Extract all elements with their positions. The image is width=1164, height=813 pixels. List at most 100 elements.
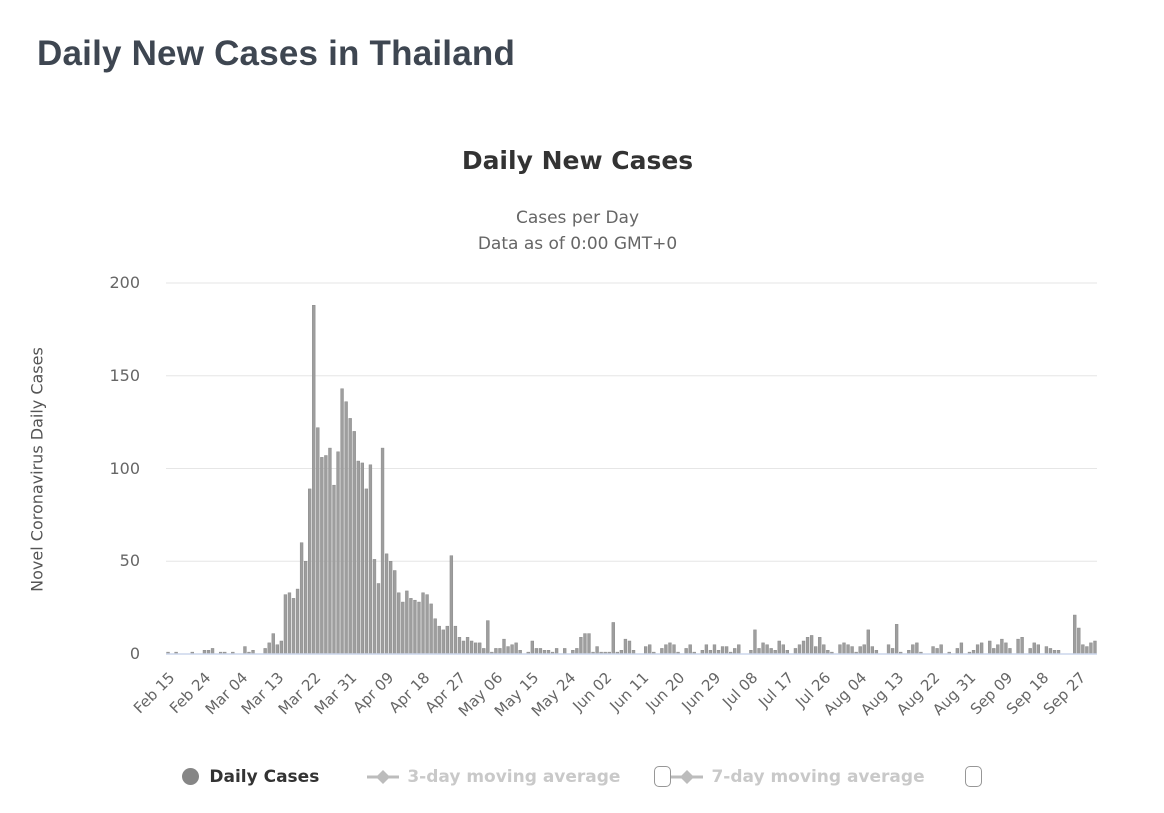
- bar: [818, 637, 822, 655]
- bar: [1016, 638, 1020, 655]
- bar: [308, 488, 312, 655]
- bar: [575, 648, 579, 655]
- bar: [413, 599, 417, 655]
- bar: [992, 648, 996, 655]
- chart-subtitle-line2: Data as of 0:00 GMT+0: [477, 234, 678, 254]
- bar: [267, 642, 271, 655]
- bar: [364, 488, 369, 655]
- bar: [1032, 642, 1036, 655]
- bar: [469, 640, 474, 655]
- y-tick-label: 50: [119, 551, 140, 571]
- bar: [441, 629, 445, 655]
- bar: [712, 644, 717, 655]
- bar: [931, 646, 935, 655]
- bar: [672, 644, 676, 655]
- bar: [401, 601, 405, 655]
- legend-item-3day-average[interactable]: 3-day moving average: [367, 767, 620, 787]
- bar: [388, 561, 393, 655]
- bar: [324, 455, 328, 655]
- bar: [939, 644, 943, 655]
- y-tick-label: 100: [109, 458, 140, 478]
- bar: [283, 594, 288, 655]
- bar: [805, 637, 810, 655]
- bar: [498, 648, 502, 655]
- bar: [530, 640, 534, 655]
- y-tick-label: 200: [109, 273, 140, 292]
- checkbox-3day-average[interactable]: [654, 766, 672, 787]
- daily-cases-marker-icon: [182, 768, 200, 785]
- bar: [465, 637, 470, 655]
- bar: [328, 447, 332, 655]
- legend-item-7day-average[interactable]: 7-day moving average: [671, 766, 925, 787]
- bar: [303, 561, 308, 655]
- y-axis-title: Novel Coronavirus Daily Cases: [27, 347, 47, 592]
- bar: [733, 648, 737, 655]
- bar: [793, 648, 798, 655]
- bar: [846, 644, 850, 655]
- bar: [336, 451, 340, 655]
- bar: [352, 431, 356, 655]
- bar: [1048, 648, 1053, 655]
- bar: [534, 648, 539, 655]
- bar: [595, 646, 599, 655]
- bar: [457, 637, 462, 655]
- bar: [1028, 648, 1032, 655]
- legend-item-daily-cases[interactable]: Daily Cases: [182, 767, 319, 787]
- bar: [494, 648, 498, 655]
- bar: [295, 588, 300, 655]
- checkbox-7day-average[interactable]: [964, 766, 982, 787]
- bar: [1089, 642, 1093, 655]
- bar: [316, 427, 320, 655]
- bar: [393, 570, 397, 655]
- bar: [1000, 638, 1004, 655]
- bar: [648, 644, 652, 655]
- bar: [797, 644, 802, 655]
- bar: [890, 648, 895, 655]
- bar: [664, 644, 668, 655]
- bar: [870, 646, 875, 655]
- bar: [478, 642, 482, 655]
- bar: [380, 447, 385, 655]
- bar: [911, 644, 915, 655]
- bar: [668, 642, 672, 655]
- line-diamond-marker-icon: [671, 769, 704, 784]
- bar: [344, 401, 348, 655]
- bar: [781, 644, 785, 655]
- bar: [1044, 646, 1049, 655]
- bar: [291, 598, 296, 655]
- bar: [506, 646, 510, 655]
- bar: [644, 646, 648, 655]
- bar: [486, 620, 490, 655]
- bar: [384, 553, 389, 655]
- bar: [449, 555, 454, 655]
- bar: [409, 598, 413, 655]
- bar: [421, 592, 425, 655]
- bar: [579, 637, 583, 655]
- bar: [263, 648, 267, 655]
- bar: [627, 640, 632, 655]
- bar: [437, 625, 441, 655]
- bar: [1081, 644, 1085, 655]
- chart-subtitle-line1: Cases per Day: [515, 208, 640, 228]
- line-diamond-marker-icon: [367, 769, 400, 784]
- bar: [473, 642, 478, 655]
- bar: [894, 624, 899, 655]
- bar: [1036, 644, 1040, 655]
- bar: [724, 646, 729, 655]
- bar: [1004, 642, 1008, 655]
- bar: [502, 638, 506, 655]
- legend-label-7day-average: 7-day moving average: [711, 766, 925, 787]
- bar: [842, 642, 846, 655]
- bar: [979, 642, 984, 655]
- bar: [935, 648, 939, 655]
- bar: [1073, 614, 1077, 655]
- bar: [320, 457, 324, 655]
- bar: [975, 644, 980, 655]
- bar: [514, 642, 518, 655]
- bar: [801, 640, 806, 655]
- bar: [397, 592, 401, 655]
- bar: [583, 633, 587, 655]
- bar: [356, 460, 360, 655]
- bar: [684, 648, 688, 655]
- bar: [445, 625, 449, 655]
